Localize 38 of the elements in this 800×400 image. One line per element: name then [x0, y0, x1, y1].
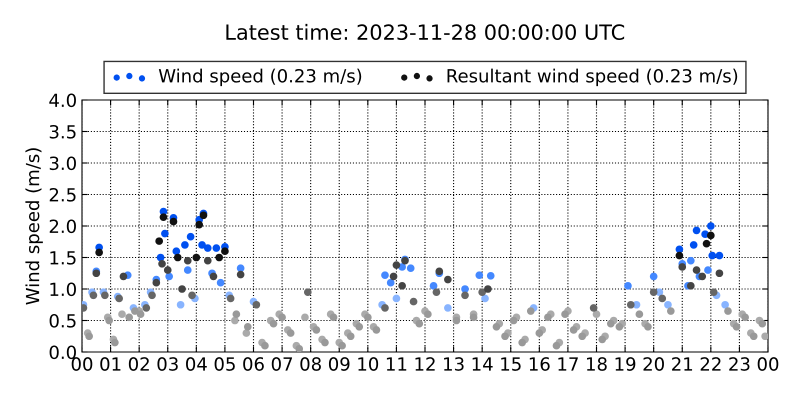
x-tick-label: 04 [186, 357, 207, 371]
x-tick-label: 16 [530, 357, 550, 371]
x-tick-label: 10 [358, 357, 378, 371]
y-tick-label: 2.0 [50, 219, 76, 234]
x-tick-label: 14 [472, 357, 493, 371]
x-tick-label: 01 [100, 357, 120, 371]
y-tick-label: 3.5 [50, 124, 76, 139]
x-tick-label: 13 [444, 357, 464, 371]
y-axis-title: Wind speed (m/s) [25, 148, 43, 305]
x-tick-label: 09 [328, 357, 350, 371]
legend-label: Wind speed (0.23 m/s) [158, 68, 362, 86]
x-tick-label: 18 [586, 357, 607, 371]
y-tick-label: 0.0 [50, 345, 76, 360]
x-tick-label: 02 [128, 357, 149, 371]
x-tick-label: 05 [214, 357, 235, 371]
x-tick-label: 03 [157, 357, 178, 371]
x-tick-label: 07 [272, 357, 292, 371]
x-tick-label: 12 [415, 357, 435, 371]
chart-title: Latest time: 2023-11-28 00:00:00 UTC [226, 24, 624, 40]
x-tick-label: 15 [501, 357, 521, 371]
x-tick-label: 23 [729, 357, 750, 371]
x-tick-label: 20 [644, 357, 664, 371]
x-tick-label: 22 [700, 357, 721, 371]
x-tick-label: 17 [558, 357, 578, 371]
y-tick-label: 2.5 [50, 188, 76, 202]
x-tick-label: 19 [616, 357, 636, 371]
y-tick-label: 1.0 [50, 282, 76, 296]
x-tick-label: 08 [300, 357, 321, 371]
x-tick-label: 11 [386, 357, 406, 371]
x-tick-label: 21 [672, 357, 692, 371]
y-tick-label: 3.0 [50, 156, 76, 170]
x-tick-label: 06 [243, 357, 264, 371]
x-tick-label: 00 [758, 357, 778, 371]
x-tick-label: 00 [72, 357, 92, 371]
y-tick-label: 0.5 [50, 314, 76, 328]
y-tick-label: 1.5 [50, 251, 76, 265]
y-tick-label: 4.0 [49, 93, 76, 108]
legend-label: Resultant wind speed (0.23 m/s) [448, 68, 738, 86]
